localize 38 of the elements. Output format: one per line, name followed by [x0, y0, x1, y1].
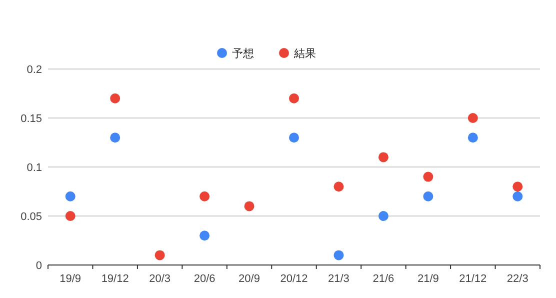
x-tick-label: 19/12 [101, 273, 129, 285]
point [334, 250, 344, 260]
point [65, 191, 76, 202]
y-tick-label: 0.05 [20, 211, 42, 223]
x-tick-label: 21/6 [372, 273, 394, 285]
legend-label: 予想 [232, 47, 254, 60]
y-tick-label: 0 [36, 260, 42, 272]
y-tick-label: 0.2 [26, 64, 42, 76]
point [378, 211, 388, 221]
x-tick-label: 20/9 [238, 273, 260, 285]
x-tick-label: 19/9 [60, 273, 82, 285]
x-tick-label: 21/9 [417, 273, 439, 285]
point [65, 211, 76, 221]
x-tick-label: 21/3 [328, 273, 350, 285]
point [110, 93, 120, 104]
y-tick-label: 0.15 [20, 113, 42, 125]
x-tick-label: 20/12 [280, 273, 308, 285]
legend-label: 結果 [293, 48, 316, 60]
point [468, 132, 478, 143]
x-tick-label: 20/6 [194, 273, 216, 285]
x-tick-label: 20/3 [149, 273, 171, 285]
point [423, 172, 434, 182]
point [334, 182, 344, 192]
point [154, 250, 165, 260]
point [110, 132, 120, 143]
y-tick-label: 0.1 [26, 162, 42, 174]
point [244, 201, 254, 212]
point [289, 93, 299, 104]
point [200, 230, 210, 241]
x-tick-label: 22/3 [506, 273, 528, 285]
x-tick-label: 21/12 [459, 273, 487, 285]
point [289, 132, 299, 143]
point [200, 191, 210, 202]
point [378, 152, 388, 162]
point [512, 191, 523, 202]
point [423, 191, 434, 202]
point [468, 113, 478, 123]
point [512, 182, 523, 192]
